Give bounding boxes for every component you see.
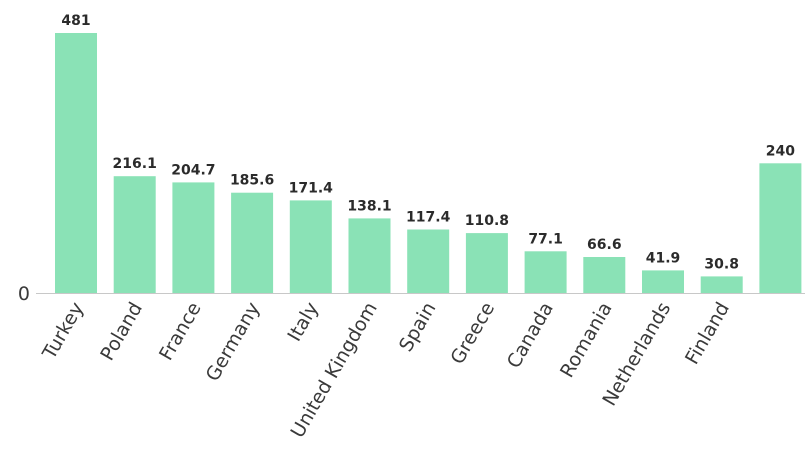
value-label: 66.6 (587, 237, 622, 253)
bar-france (172, 182, 215, 293)
x-tick-label: Canada (503, 299, 558, 373)
x-tick-label: France (155, 299, 206, 365)
bar-unlabeled (759, 163, 802, 293)
bar-greece (465, 233, 508, 293)
bar-netherlands (642, 270, 684, 293)
bar-canada (524, 251, 567, 293)
value-label: 240 (766, 143, 795, 159)
value-labels-group: 481 216.1 204.7 185.6 171.4 138.1 117.4 110.8 77… (61, 13, 795, 272)
value-label: 171.4 (289, 180, 334, 196)
x-tick-label: Germany (202, 299, 265, 386)
x-tick-label: Poland (96, 299, 147, 365)
x-tick-label: Finland (681, 299, 734, 369)
value-label: 204.7 (171, 162, 215, 178)
bar-poland (113, 176, 156, 293)
value-label: 481 (61, 13, 90, 29)
bars-group (55, 33, 802, 293)
x-tick-label: Italy (283, 299, 323, 346)
bar-turkey (55, 33, 97, 293)
x-tick-label: Turkey (38, 299, 88, 364)
bar-finland (700, 276, 743, 293)
value-label: 185.6 (230, 173, 274, 189)
value-label: 77.1 (528, 231, 563, 247)
value-label: 41.9 (646, 250, 681, 266)
bar-italy (289, 200, 332, 293)
value-label: 30.8 (704, 256, 739, 272)
bar-spain (407, 229, 450, 293)
x-tick-label: Spain (395, 299, 441, 356)
y-tick-label-0: 0 (18, 283, 30, 305)
value-label: 110.8 (465, 213, 509, 229)
x-tick-label: Romania (556, 299, 617, 382)
bar-romania (583, 257, 626, 293)
bar-germany (231, 192, 274, 293)
x-tick-label: Greece (446, 299, 499, 369)
value-label: 216.1 (113, 156, 157, 172)
value-label: 138.1 (347, 198, 391, 214)
bar-united-kingdom (348, 218, 391, 293)
value-label: 117.4 (406, 210, 451, 226)
